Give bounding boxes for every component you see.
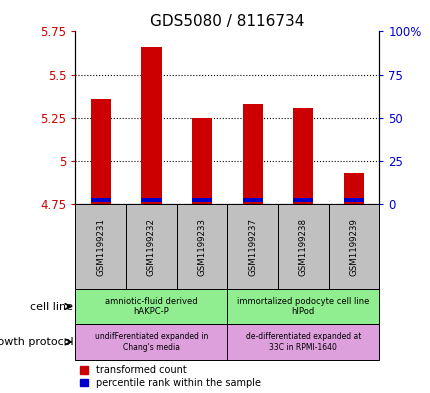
Bar <box>191 118 212 204</box>
Bar <box>242 198 262 202</box>
Text: GSM1199233: GSM1199233 <box>197 218 206 275</box>
Bar <box>141 198 161 202</box>
Text: GSM1199238: GSM1199238 <box>298 218 307 275</box>
Text: GSM1199239: GSM1199239 <box>349 218 358 275</box>
Bar <box>75 324 227 360</box>
Bar <box>277 204 328 289</box>
Text: de-differentiated expanded at
33C in RPMI-1640: de-differentiated expanded at 33C in RPM… <box>245 332 360 352</box>
Bar <box>75 289 227 324</box>
Bar <box>141 47 161 204</box>
Text: amniotic-fluid derived
hAKPC-P: amniotic-fluid derived hAKPC-P <box>105 297 197 316</box>
Text: GSM1199232: GSM1199232 <box>147 218 156 275</box>
Bar <box>242 104 262 204</box>
Text: cell line: cell line <box>30 301 73 312</box>
Bar <box>292 108 313 204</box>
Bar <box>90 99 111 204</box>
Bar <box>75 204 126 289</box>
Bar <box>343 173 363 204</box>
Bar <box>227 204 277 289</box>
Title: GDS5080 / 8116734: GDS5080 / 8116734 <box>150 14 304 29</box>
Text: GSM1199231: GSM1199231 <box>96 218 105 275</box>
Bar <box>191 198 212 202</box>
Bar <box>126 204 176 289</box>
Bar <box>227 324 378 360</box>
Text: undifFerentiated expanded in
Chang's media: undifFerentiated expanded in Chang's med… <box>95 332 208 352</box>
Bar <box>343 198 363 202</box>
Bar <box>90 198 111 202</box>
Bar <box>227 289 378 324</box>
Text: GSM1199237: GSM1199237 <box>248 218 257 275</box>
Legend: transformed count, percentile rank within the sample: transformed count, percentile rank withi… <box>80 365 260 388</box>
Bar <box>328 204 378 289</box>
Text: immortalized podocyte cell line
hIPod: immortalized podocyte cell line hIPod <box>237 297 369 316</box>
Bar <box>176 204 227 289</box>
Bar <box>292 198 313 202</box>
Text: growth protocol: growth protocol <box>0 337 73 347</box>
